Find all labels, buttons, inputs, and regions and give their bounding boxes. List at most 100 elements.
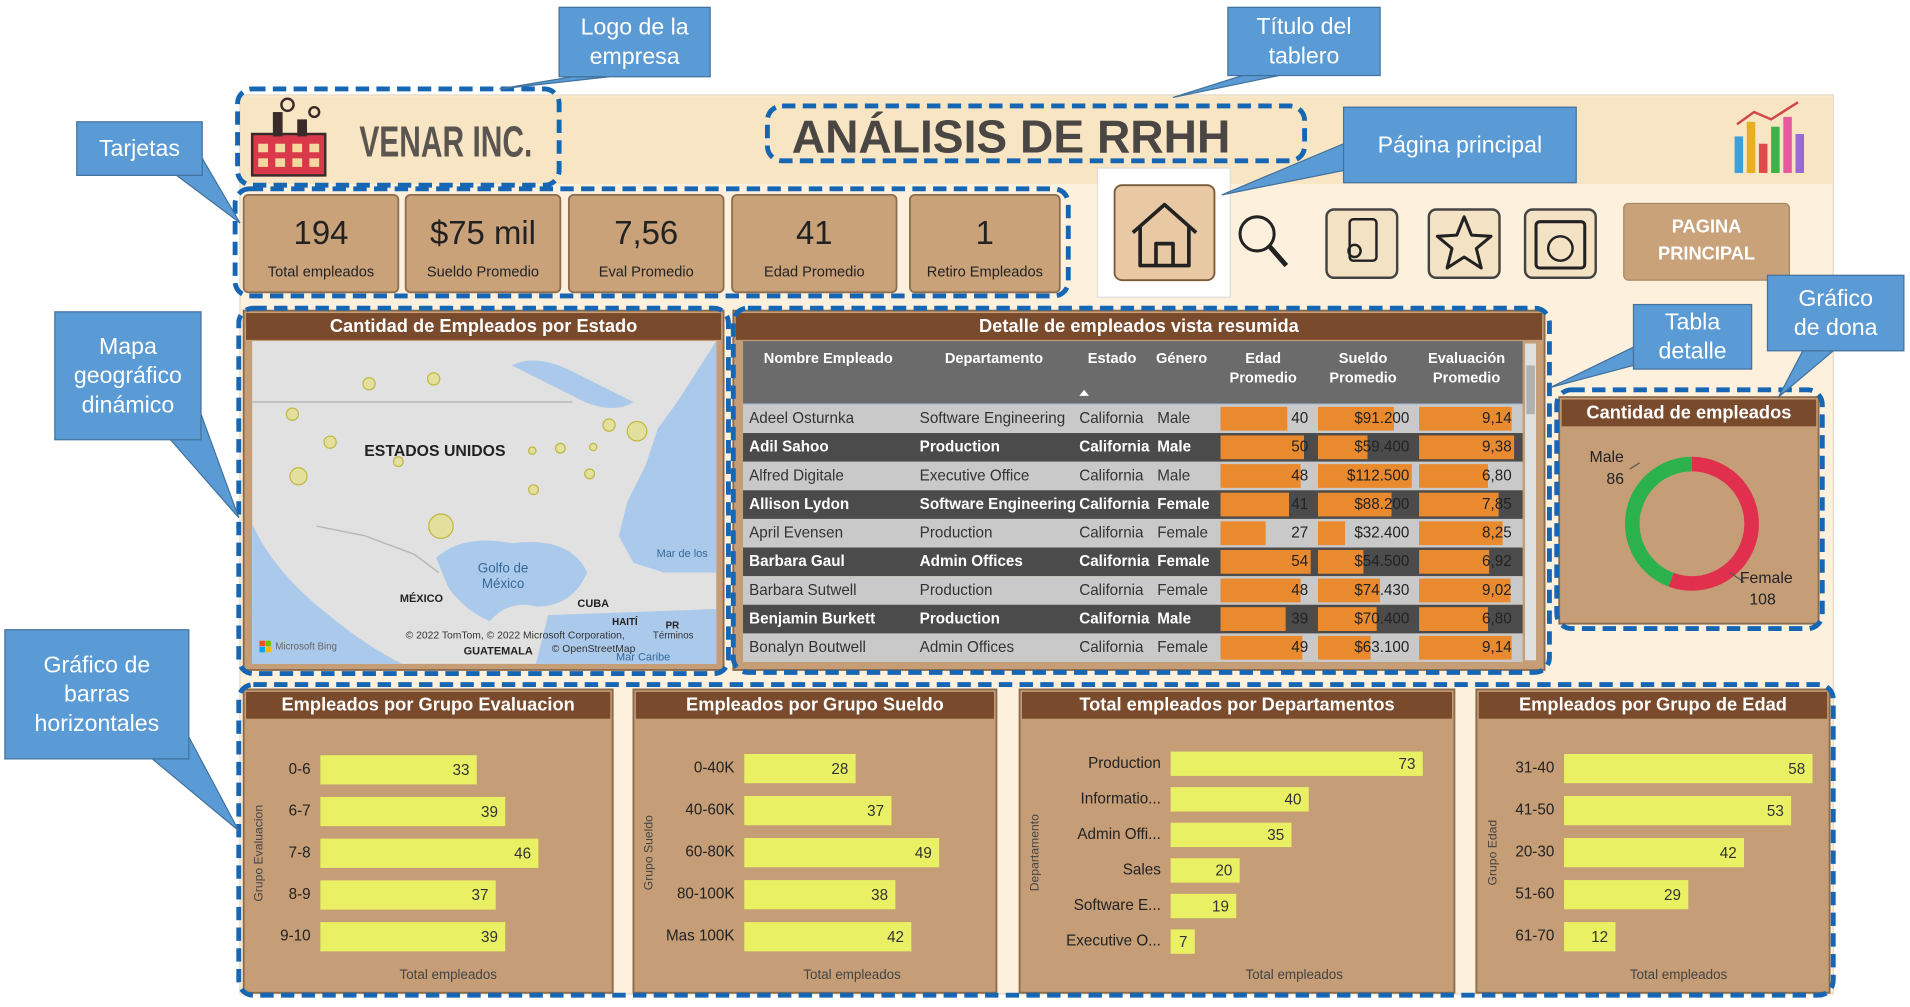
main-page-button-label[interactable]: PAGINA	[1672, 216, 1742, 237]
bar-chart-title: Empleados por Grupo de Edad	[1519, 694, 1787, 715]
logo-window	[258, 158, 268, 167]
home-icon[interactable]	[1131, 202, 1198, 268]
table-cell: 48	[1291, 467, 1308, 484]
map-bubble	[285, 407, 300, 421]
y-tick-label: Software E...	[1074, 897, 1161, 914]
kpi-card	[404, 193, 562, 294]
table-cell: California	[1079, 582, 1144, 599]
table-data-bar	[1419, 549, 1490, 574]
callout-text: dinámico	[82, 391, 175, 417]
main-page-button-label[interactable]: PRINCIPAL	[1658, 242, 1755, 263]
bar-value-label: 49	[915, 845, 932, 862]
map-bubble	[554, 442, 566, 454]
bar-value-label: 20	[1215, 863, 1232, 880]
nav-favorites[interactable]	[1427, 208, 1501, 279]
y-tick-label: 0-40K	[694, 760, 735, 777]
calendar-icon[interactable]	[1546, 235, 1574, 262]
map-bubble	[626, 420, 648, 442]
search-icon[interactable]	[1267, 244, 1289, 268]
bar-value-label: 38	[871, 887, 888, 904]
table-data-bar	[1419, 578, 1511, 603]
bar-value-label: 39	[481, 804, 498, 821]
nav-search[interactable]	[1238, 215, 1289, 268]
kpi-label: Eval Promedio	[599, 265, 694, 281]
map-label: MÉXICO	[400, 592, 444, 605]
nav-home[interactable]	[1113, 184, 1216, 282]
highlight-frame	[236, 682, 1836, 998]
icon-bar	[1795, 133, 1805, 173]
table-data-bar	[1220, 521, 1266, 546]
callout-box	[1766, 274, 1905, 352]
main-page-button[interactable]: PAGINA PRINCIPAL	[1623, 202, 1791, 281]
icon-bar	[1758, 143, 1768, 173]
y-tick-label: 6-7	[289, 803, 311, 820]
table-cell: Bonalyn Boutwell	[749, 639, 866, 656]
y-tick-label: 9-10	[280, 928, 310, 945]
table-cell: 49	[1291, 639, 1308, 656]
main-page-button-bg[interactable]	[1623, 202, 1791, 281]
bar	[1564, 880, 1689, 910]
nav-calendar[interactable]	[1523, 208, 1597, 279]
table-data-bar	[1220, 635, 1303, 660]
table-cell: Software Engineering	[920, 496, 1076, 513]
table-data-bar	[1220, 406, 1288, 431]
table-column-header: Departamento	[945, 351, 1043, 367]
table-cell: $70.400	[1354, 610, 1409, 627]
kpi-value: $75 mil	[430, 214, 536, 251]
search-icon[interactable]	[1238, 215, 1276, 253]
table-scrollbar-thumb[interactable]	[1526, 365, 1535, 415]
employee-icon[interactable]	[1348, 218, 1378, 262]
kpi-label: Retiro Empleados	[927, 265, 1043, 281]
bar	[320, 838, 539, 868]
employee-icon[interactable]	[1347, 243, 1362, 259]
table-data-bar	[1220, 435, 1305, 460]
map-label: ESTADOS UNIDOS	[364, 443, 505, 460]
table-cell: Male	[1157, 610, 1191, 627]
icon-bar	[1734, 136, 1744, 173]
kpi-label: Sueldo Promedio	[427, 265, 539, 281]
table-row-bg	[743, 604, 1523, 634]
logo-window	[275, 143, 286, 153]
logo-window	[258, 143, 268, 153]
map-border	[252, 401, 573, 574]
map-bubble	[588, 442, 598, 452]
table-data-bar	[1317, 435, 1368, 460]
table-column-header: Evaluación	[1428, 351, 1505, 367]
logo-smoke	[280, 97, 295, 113]
bar	[744, 796, 892, 826]
bar-value-label: 42	[887, 929, 904, 946]
highlight-frame	[232, 186, 1071, 299]
bar-value-label: 46	[514, 846, 531, 863]
map-bubble	[584, 468, 596, 480]
star-icon[interactable]	[1435, 215, 1493, 270]
y-tick-label: Mas 100K	[666, 928, 735, 945]
icon-bar	[1746, 121, 1756, 173]
map-bubble	[392, 456, 404, 468]
bar-chart-title: Total empleados por Departamentos	[1079, 694, 1394, 715]
bar-value-label: 29	[1664, 887, 1681, 904]
nav-employee[interactable]	[1325, 208, 1399, 279]
kpi-card	[242, 193, 400, 294]
map-bubble	[426, 372, 441, 386]
logo-building	[250, 132, 327, 177]
calendar-icon[interactable]	[1534, 220, 1587, 270]
bar-value-label: 42	[1720, 845, 1737, 862]
table-cell: Software Engineering	[920, 410, 1066, 427]
callout-box	[1342, 106, 1577, 184]
map-label: Mar Caribe	[616, 652, 670, 664]
map-water	[436, 540, 588, 622]
table-column-header: Género	[1156, 351, 1207, 367]
bar-value-label: 19	[1212, 898, 1229, 915]
bar	[744, 754, 856, 784]
map-label: Golfo de	[478, 560, 529, 575]
table-cell: Male	[1157, 467, 1190, 484]
table-header-bg	[743, 341, 1523, 405]
map-water	[252, 523, 402, 664]
x-axis-title: Total empleados	[400, 967, 498, 982]
kpi-value: 194	[294, 214, 349, 251]
callout-text: tablero	[1269, 42, 1340, 68]
logo-window	[292, 158, 303, 167]
bar	[744, 838, 940, 868]
bing-logo	[259, 646, 265, 653]
